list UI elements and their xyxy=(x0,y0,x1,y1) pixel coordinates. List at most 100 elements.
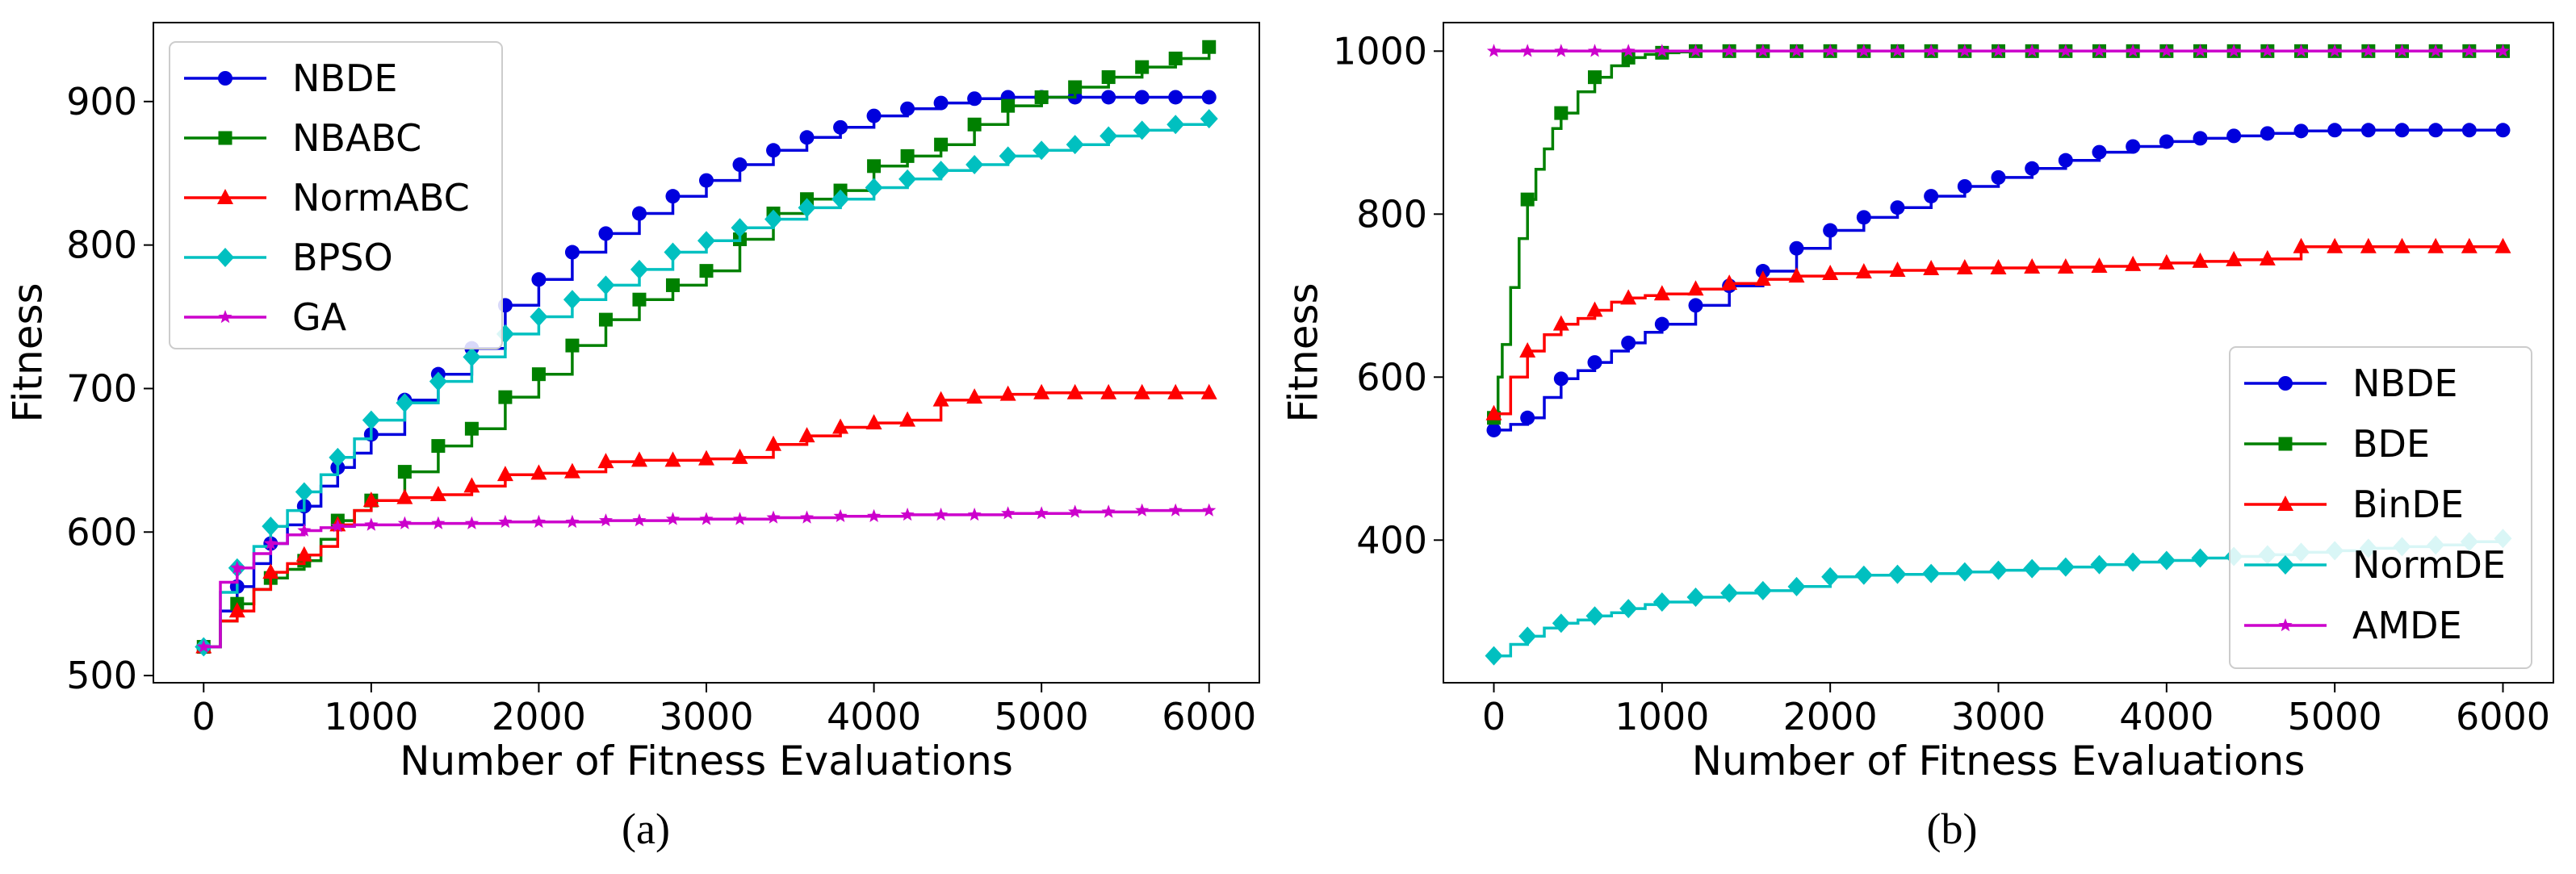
legend-label: NBDE xyxy=(2352,362,2457,405)
star-point xyxy=(833,508,848,522)
y-tick-label: 1000 xyxy=(1333,29,1427,73)
x-axis-label: Number of Fitness Evaluations xyxy=(1692,738,2306,784)
circle-point xyxy=(1654,316,1669,332)
circle-point xyxy=(531,272,547,287)
x-tick-label: 6000 xyxy=(1162,695,1256,738)
y-tick-label: 500 xyxy=(66,654,137,697)
y-tick-label: 800 xyxy=(66,224,137,267)
series-bpso xyxy=(195,109,1218,657)
star-point xyxy=(1202,503,1217,516)
circle-point xyxy=(900,101,915,116)
square-point xyxy=(699,264,714,278)
star-point xyxy=(1587,44,1602,57)
triangle-point xyxy=(1200,383,1217,399)
figure-caption: (a) xyxy=(622,805,670,853)
diamond-point xyxy=(1753,580,1772,600)
diamond-point xyxy=(831,189,850,209)
star-point xyxy=(2462,44,2477,57)
triangle-point xyxy=(2024,257,2041,274)
diamond-point xyxy=(2124,552,2142,572)
triangle-point xyxy=(1822,265,1839,281)
circle-point xyxy=(2193,131,2208,146)
diamond-point xyxy=(1619,599,1638,619)
diamond-point xyxy=(329,447,347,467)
triangle-point xyxy=(1788,267,1805,283)
square-point xyxy=(1588,70,1602,85)
star-point xyxy=(1655,44,1669,57)
diamond-point xyxy=(2056,557,2075,577)
star-point xyxy=(800,510,815,524)
star-point xyxy=(1101,504,1116,518)
chart-a: 0 1000 2000 3000 4000 5000 6000 500 600 700 800 900… xyxy=(5,22,1260,853)
series-ga xyxy=(196,503,1217,653)
triangle-point xyxy=(2293,237,2310,253)
diamond-point xyxy=(1585,606,1604,626)
legend-diamond-icon xyxy=(2277,555,2294,575)
series-binde xyxy=(1485,237,2511,420)
star-point xyxy=(2159,44,2174,57)
square-point xyxy=(1168,51,1183,65)
triangle-point xyxy=(2125,255,2142,271)
triangle-point xyxy=(1721,274,1738,291)
triangle-point xyxy=(2192,252,2209,268)
diamond-point xyxy=(865,178,883,198)
circle-point xyxy=(1621,335,1636,350)
triangle-point xyxy=(2327,237,2344,253)
diamond-point xyxy=(1552,613,1570,634)
star-point xyxy=(733,512,748,525)
star-point xyxy=(2495,44,2511,57)
diamond-point xyxy=(1518,626,1537,646)
triangle-point xyxy=(1687,280,1704,296)
y-tick-label: 400 xyxy=(1356,518,1427,562)
star-point xyxy=(1554,44,1569,57)
triangle-point xyxy=(865,414,882,430)
square-point xyxy=(431,439,446,454)
x-axis-label: Number of Fitness Evaluations xyxy=(400,738,1013,784)
triangle-point xyxy=(1855,263,1872,279)
y-tick-label: 900 xyxy=(66,80,137,123)
star-point xyxy=(934,507,949,521)
star-point xyxy=(1001,506,1016,520)
square-point xyxy=(967,117,982,132)
x-tick-label: 0 xyxy=(1482,695,1506,738)
legend-star-icon xyxy=(218,310,232,324)
legend-triangle-icon xyxy=(217,189,233,204)
y-tick-label: 600 xyxy=(1356,355,1427,399)
star-point xyxy=(1991,44,2006,57)
triangle-point xyxy=(597,453,614,469)
triangle-point xyxy=(630,451,647,467)
legend-label: BDE xyxy=(2352,422,2430,466)
circle-point xyxy=(1823,223,1838,238)
circle-point xyxy=(1587,355,1602,370)
square-point xyxy=(1135,60,1150,74)
circle-point xyxy=(933,95,949,111)
diamond-point xyxy=(2090,554,2109,575)
triangle-point xyxy=(1485,404,1502,420)
diamond-point xyxy=(2191,548,2209,568)
star-point xyxy=(431,516,446,529)
star-point xyxy=(498,514,513,529)
diamond-point xyxy=(1652,592,1671,613)
triangle-point xyxy=(932,391,949,407)
square-point xyxy=(632,292,647,307)
triangle-point xyxy=(228,602,245,618)
diamond-point xyxy=(1100,126,1118,146)
star-point xyxy=(196,639,211,653)
diamond-point xyxy=(630,259,648,279)
square-point xyxy=(1001,98,1016,113)
star-point xyxy=(967,507,982,521)
x-tick-label: 4000 xyxy=(2119,695,2214,738)
diamond-point xyxy=(1686,587,1705,607)
triangle-point xyxy=(530,464,547,480)
square-point xyxy=(464,421,479,436)
diamond-point xyxy=(1821,567,1840,587)
circle-point xyxy=(2025,161,2040,176)
triangle-point xyxy=(2394,237,2411,253)
square-point xyxy=(498,390,513,404)
chart-b: 0 1000 2000 3000 4000 5000 60004006008001000Nu… xyxy=(1280,22,2554,853)
triangle-point xyxy=(832,418,849,434)
y-axis-label: Fitness xyxy=(1280,282,1327,422)
diamond-point xyxy=(731,218,749,238)
triangle-point xyxy=(2494,237,2511,253)
